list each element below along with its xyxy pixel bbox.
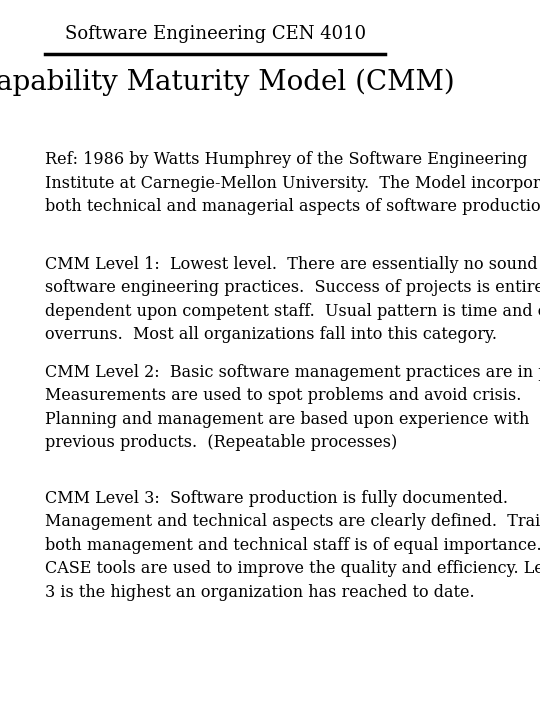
Text: CMM Level 2:  Basic software management practices are in place.
Measurements are: CMM Level 2: Basic software management p… — [45, 364, 540, 451]
Text: Ref: 1986 by Watts Humphrey of the Software Engineering
Institute at Carnegie-Me: Ref: 1986 by Watts Humphrey of the Softw… — [45, 151, 540, 215]
Text: Software Engineering CEN 4010: Software Engineering CEN 4010 — [65, 25, 366, 43]
Text: Capability Maturity Model (CMM): Capability Maturity Model (CMM) — [0, 68, 455, 96]
Text: CMM Level 3:  Software production is fully documented.
Management and technical : CMM Level 3: Software production is full… — [45, 490, 540, 600]
Text: CMM Level 1:  Lowest level.  There are essentially no sound
software engineering: CMM Level 1: Lowest level. There are ess… — [45, 256, 540, 343]
